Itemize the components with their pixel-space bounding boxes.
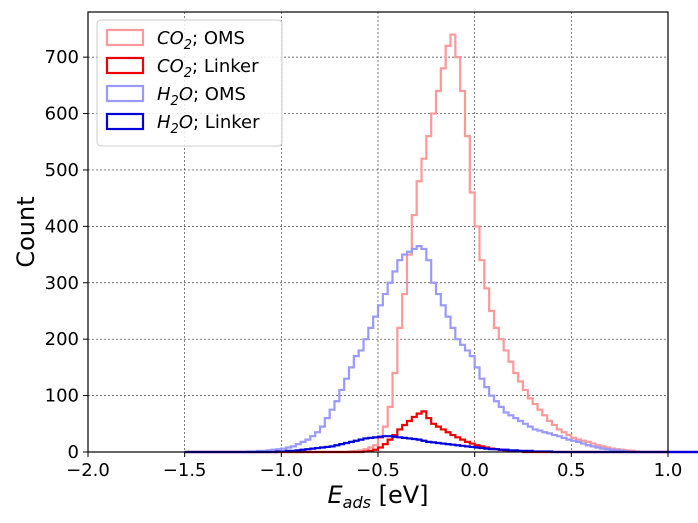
legend-entry-h2o-linker: H2O; Linker [105,112,260,137]
x-tick-label: 0.5 [557,460,586,481]
legend-entry-co2-linker: CO2; Linker [105,56,259,81]
y-tick-label: 0 [68,442,79,463]
y-axis-label: Count [12,196,40,267]
legend-label-site: ; OMS [192,28,245,49]
legend-swatch [105,28,145,47]
legend-label-formula-end: O [179,84,193,105]
legend-label-site: ; Linker [193,112,260,133]
y-tick-label: 500 [45,160,79,181]
grid [88,12,668,452]
legend-label-formula-end: O [179,112,193,133]
legend-label-main: CO [157,56,184,77]
co2-linker-histogram [184,410,698,454]
y-tick-label: 300 [45,273,79,294]
x-tick-label: −0.5 [356,460,400,481]
legend-swatch [105,84,145,103]
x-tick-label: −1.5 [163,460,207,481]
y-tick-label: 400 [45,216,79,237]
legend-label-subscript: 2 [184,66,192,81]
x-axis-label: Eads [eV] [327,481,428,512]
legend-label-site: ; Linker [192,56,259,77]
legend-label-site: ; OMS [193,84,246,105]
legend-label: CO2; OMS [157,28,245,53]
legend-label-subscript: 2 [171,94,179,109]
y-tick-label: 200 [45,329,79,350]
x-axis-label-main: E [327,481,343,509]
x-tick-label: 0.0 [460,460,489,481]
y-tick-label: 600 [45,104,79,125]
legend-label: H2O; OMS [157,84,246,109]
y-axis-ticks: 0 100 200 300 400 500 600 700 [45,47,88,463]
h2o-oms-histogram [184,245,698,454]
legend-entry-co2-oms: CO2; OMS [105,28,245,53]
legend-label: H2O; Linker [157,112,260,137]
legend-label-subscript: 2 [171,122,179,137]
x-axis-label-subscript: ads [343,493,371,512]
y-tick-label: 100 [45,386,79,407]
x-axis-ticks: −2.0 −1.5 −1.0 −0.5 0.0 0.5 1.0 [66,452,682,481]
legend-label-main: CO [157,28,184,49]
legend-swatch [105,56,145,75]
x-axis-label-unit: [eV] [371,481,429,509]
legend-label-main: H [157,84,171,105]
x-tick-label: 1.0 [654,460,683,481]
legend-label-main: H [157,112,171,133]
legend-swatch [105,112,145,131]
x-tick-label: −1.0 [259,460,303,481]
legend-entry-h2o-oms: H2O; OMS [105,84,246,109]
x-tick-label: −2.0 [66,460,110,481]
legend-label: CO2; Linker [157,56,259,81]
legend-label-subscript: 2 [184,38,192,53]
y-tick-label: 700 [45,47,79,68]
